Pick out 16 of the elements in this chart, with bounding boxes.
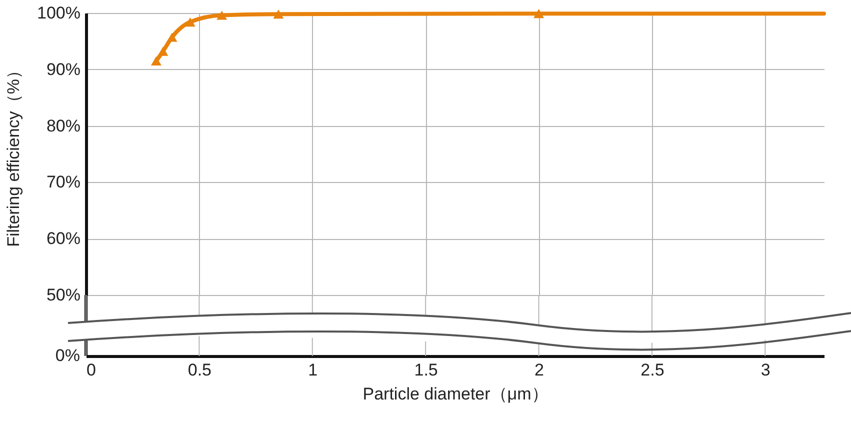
x-axis-title: Particle diameter（μm） [362, 384, 548, 404]
x-tick-label: 0.5 [188, 360, 212, 380]
text: 0% [55, 346, 80, 365]
y-tick-label: 60% [46, 229, 80, 248]
x-tick-label: 2 [534, 360, 544, 380]
y-axis-title: Filtering efficiency（%） [4, 62, 24, 247]
x-tick-label: 0 [86, 360, 96, 380]
y-tick-label: 80% [46, 116, 80, 136]
y-tick-label: 100% [37, 4, 80, 22]
x-tick-label: 1 [308, 360, 318, 380]
x-tick-label: 3 [760, 360, 770, 380]
x-tick-label: 1.5 [414, 360, 438, 380]
x-tick-label: 2.5 [640, 360, 664, 380]
y-tick-label: 50% [46, 286, 80, 304]
y-tick-label: 70% [46, 172, 80, 192]
y-tick-label: 90% [46, 60, 80, 79]
